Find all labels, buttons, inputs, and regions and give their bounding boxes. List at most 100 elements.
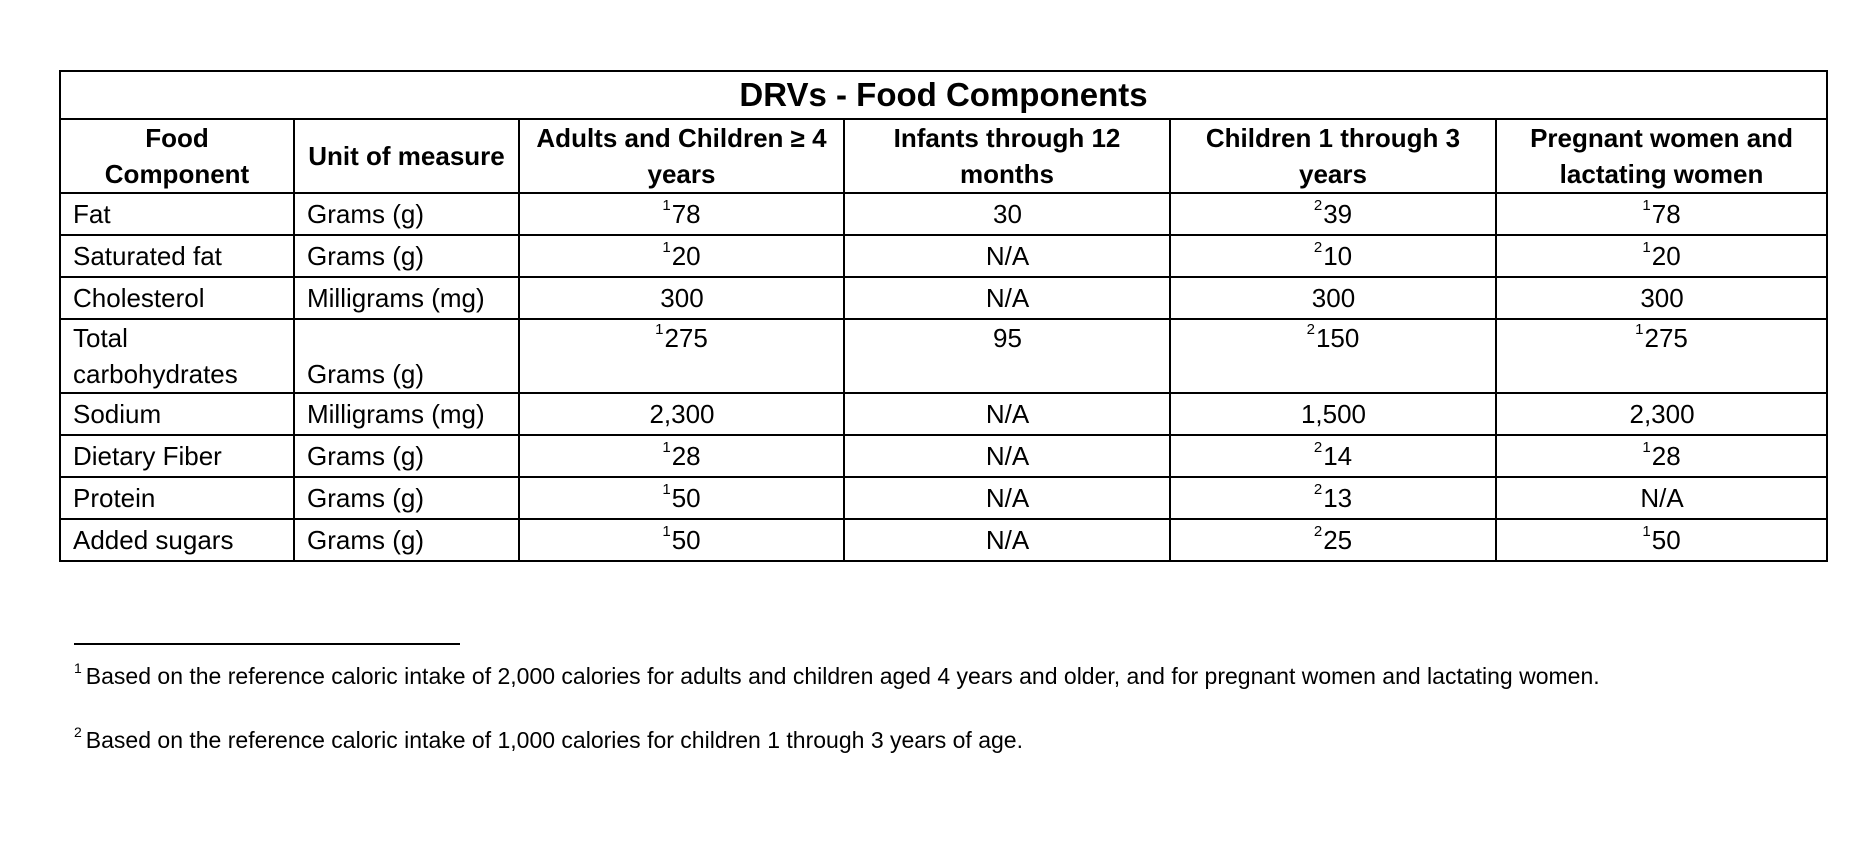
infants-value-cell: N/A xyxy=(843,392,1171,436)
footnote-text: Based on the reference caloric intake of… xyxy=(85,727,1023,753)
adults-value-cell: 150 xyxy=(518,476,845,520)
value-text: 275 xyxy=(664,323,708,353)
unit-cell: Grams (g) xyxy=(293,518,520,562)
value-text: 20 xyxy=(1651,241,1681,271)
adults-value-cell: 120 xyxy=(518,234,845,278)
pregnant-value-cell: 178 xyxy=(1494,192,1829,236)
children-value-cell: 2150 xyxy=(1169,318,1497,394)
value-text: 25 xyxy=(1323,525,1353,555)
footnote-2: 2 Based on the reference caloric intake o… xyxy=(74,725,1023,755)
value-text: 39 xyxy=(1323,199,1353,229)
food-component-cell: Cholesterol xyxy=(59,276,295,320)
adults-value-cell: 300 xyxy=(518,276,845,320)
table-row: Sodium Milligrams (mg) 2,300 N/A 1,500 2,300 xyxy=(59,392,1829,436)
infants-value-cell: 95 xyxy=(843,318,1171,394)
footnote-marker: 1 xyxy=(74,659,82,676)
food-component-cell: Saturated fat xyxy=(59,234,295,278)
footnote-1: 1 Based on the reference caloric intake o… xyxy=(74,661,1600,691)
value-text: N/A xyxy=(985,283,1030,313)
value-text: N/A xyxy=(985,483,1030,513)
footnote-ref: 2 xyxy=(1313,438,1323,456)
column-header-food-component: Food Component xyxy=(59,118,295,194)
footnote-ref: 1 xyxy=(662,196,671,214)
food-component-cell: Protein xyxy=(59,476,295,520)
footnote-ref: 1 xyxy=(1642,238,1651,256)
children-value-cell: 300 xyxy=(1169,276,1497,320)
adults-value-cell: 178 xyxy=(518,192,845,236)
footnote-text: Based on the reference caloric intake of… xyxy=(85,663,1600,689)
value-text: 150 xyxy=(1315,323,1360,353)
pregnant-value-cell: N/A xyxy=(1494,476,1829,520)
value-text: 10 xyxy=(1323,241,1353,271)
footnote-marker: 2 xyxy=(74,723,82,740)
value-text: 20 xyxy=(671,241,701,271)
column-header-children: Children 1 through 3 years xyxy=(1169,118,1497,194)
adults-value-cell: 2,300 xyxy=(518,392,845,436)
table-row: Fat Grams (g) 178 30 239 178 xyxy=(59,192,1829,236)
infants-value-cell: N/A xyxy=(843,518,1171,562)
infants-value-cell: N/A xyxy=(843,476,1171,520)
pregnant-value-cell: 2,300 xyxy=(1494,392,1829,436)
column-header-unit-of-measure: Unit of measure xyxy=(293,118,520,194)
footnote-ref: 1 xyxy=(1642,522,1651,540)
footnote-ref: 2 xyxy=(1313,522,1323,540)
value-text: 13 xyxy=(1323,483,1353,513)
food-component-cell: Fat xyxy=(59,192,295,236)
value-text: 2,300 xyxy=(649,399,715,429)
adults-value-cell: 128 xyxy=(518,434,845,478)
pregnant-value-cell: 128 xyxy=(1494,434,1829,478)
footnote-ref: 2 xyxy=(1306,320,1315,338)
unit-cell: Grams (g) xyxy=(293,192,520,236)
value-text: N/A xyxy=(985,525,1030,555)
food-component-cell: Added sugars xyxy=(59,518,295,562)
unit-cell: Grams (g) xyxy=(293,318,520,394)
footnote-ref: 1 xyxy=(1642,196,1651,214)
value-text: 78 xyxy=(1651,199,1681,229)
food-component-cell: Total carbohydrates xyxy=(59,318,295,394)
unit-cell: Milligrams (mg) xyxy=(293,392,520,436)
footnote-ref: 1 xyxy=(655,320,664,338)
table-row: Saturated fat Grams (g) 120 N/A 210 120 xyxy=(59,234,1829,278)
drv-food-components-table: DRVs - Food Components Food Component Un… xyxy=(58,70,1829,562)
value-text: 50 xyxy=(671,525,701,555)
value-text: 300 xyxy=(1640,283,1684,313)
infants-value-cell: 30 xyxy=(843,192,1171,236)
value-text: N/A xyxy=(985,241,1030,271)
value-text: 78 xyxy=(671,199,701,229)
pregnant-value-cell: 1275 xyxy=(1494,318,1829,394)
unit-cell: Milligrams (mg) xyxy=(293,276,520,320)
unit-cell: Grams (g) xyxy=(293,476,520,520)
value-text: 2,300 xyxy=(1629,399,1695,429)
food-component-cell: Sodium xyxy=(59,392,295,436)
table-header-row: Food Component Unit of measure Adults an… xyxy=(59,118,1829,194)
pregnant-value-cell: 150 xyxy=(1494,518,1829,562)
footnote-ref: 1 xyxy=(662,238,671,256)
infants-value-cell: N/A xyxy=(843,234,1171,278)
footnote-ref: 1 xyxy=(662,438,671,456)
pregnant-value-cell: 300 xyxy=(1494,276,1829,320)
footnote-ref: 1 xyxy=(1635,320,1644,338)
food-component-cell: Dietary Fiber xyxy=(59,434,295,478)
infants-value-cell: N/A xyxy=(843,434,1171,478)
column-header-adults: Adults and Children ≥ 4 years xyxy=(518,118,845,194)
value-text: 28 xyxy=(671,441,701,471)
value-text: 300 xyxy=(1311,283,1356,313)
table-row: Total carbohydrates Grams (g) 1275 95 2150 12… xyxy=(59,318,1829,394)
value-text: 1,500 xyxy=(1300,399,1367,429)
table-row: Protein Grams (g) 150 N/A 213 N/A xyxy=(59,476,1829,520)
table-row: Added sugars Grams (g) 150 N/A 225 150 xyxy=(59,518,1829,562)
footnote-ref: 1 xyxy=(1642,438,1651,456)
children-value-cell: 214 xyxy=(1169,434,1497,478)
value-text: 300 xyxy=(660,283,704,313)
pregnant-value-cell: 120 xyxy=(1494,234,1829,278)
value-text: 50 xyxy=(1651,525,1681,555)
value-text: N/A xyxy=(985,441,1030,471)
value-text: 50 xyxy=(671,483,701,513)
footnote-ref: 2 xyxy=(1313,196,1323,214)
adults-value-cell: 150 xyxy=(518,518,845,562)
footnote-ref: 2 xyxy=(1313,238,1323,256)
footnote-ref: 1 xyxy=(662,522,671,540)
value-text: N/A xyxy=(1640,483,1684,513)
table-title: DRVs - Food Components xyxy=(58,70,1829,120)
value-text: 275 xyxy=(1644,323,1688,353)
